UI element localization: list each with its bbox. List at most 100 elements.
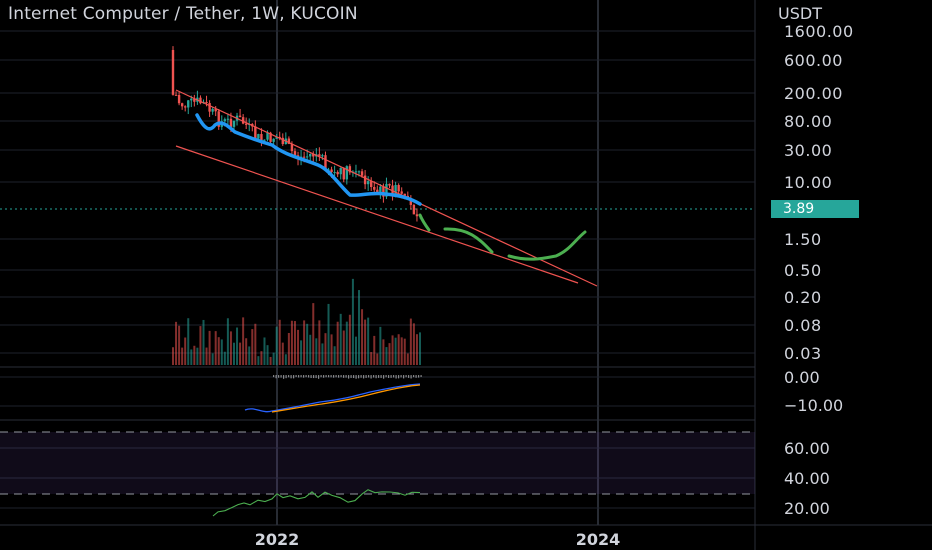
volume-bar bbox=[345, 321, 348, 365]
time-axis[interactable]: 2022 2024 bbox=[255, 530, 621, 549]
volume-bar bbox=[364, 319, 367, 365]
macd-histogram-bar bbox=[313, 375, 315, 379]
macd-tick-1: −10.00 bbox=[784, 396, 843, 415]
macd-histogram-bar bbox=[383, 375, 385, 379]
price-axis-unit: USDT bbox=[778, 4, 822, 23]
chart-title: Internet Computer / Tether, 1W, KUCOIN bbox=[8, 4, 358, 24]
volume-bar bbox=[358, 290, 361, 365]
volume-bar bbox=[278, 319, 281, 365]
macd-histogram-bar bbox=[330, 375, 332, 378]
macd-histogram-bar bbox=[398, 375, 400, 379]
volume-bar bbox=[351, 278, 354, 365]
candle-body bbox=[229, 118, 233, 127]
volume-bar bbox=[309, 334, 312, 365]
macd-histogram-bar bbox=[378, 375, 380, 378]
candle-body bbox=[244, 123, 248, 125]
macd-histogram-bar bbox=[408, 375, 410, 378]
volume-bar bbox=[333, 346, 336, 365]
candle-body bbox=[263, 139, 266, 141]
volume-bar bbox=[385, 347, 388, 365]
volume-bar bbox=[394, 337, 397, 365]
volume-bars bbox=[172, 278, 421, 365]
price-tick-4: 30.00 bbox=[784, 141, 832, 160]
candle-body bbox=[360, 171, 364, 176]
volume-bar bbox=[318, 320, 321, 365]
volume-bar bbox=[187, 318, 190, 365]
volume-bar bbox=[239, 342, 242, 365]
macd-histogram-bar bbox=[325, 375, 327, 378]
volume-bar bbox=[196, 347, 199, 365]
candle-body bbox=[336, 172, 339, 175]
candle-body bbox=[345, 166, 349, 180]
volume-bar bbox=[400, 337, 403, 365]
candle-body bbox=[412, 204, 416, 215]
macd-histogram-bar bbox=[335, 375, 337, 378]
volume-bar bbox=[175, 321, 178, 365]
macd-histogram-bar bbox=[315, 375, 317, 379]
macd-histogram-bar bbox=[308, 375, 310, 378]
candle-body bbox=[217, 111, 220, 127]
volume-bar bbox=[287, 332, 290, 365]
candle-body bbox=[342, 167, 345, 180]
rsi-tick-2: 20.00 bbox=[784, 499, 830, 518]
macd-histogram-bar bbox=[320, 375, 322, 378]
candle-body bbox=[223, 119, 227, 122]
macd-histogram-bar bbox=[275, 375, 277, 379]
candle-body bbox=[281, 137, 284, 145]
price-tick-10: 0.03 bbox=[784, 344, 822, 363]
macd-histogram-bar bbox=[318, 375, 320, 379]
volume-bar bbox=[245, 338, 248, 365]
volume-bar bbox=[275, 326, 278, 365]
macd-histogram-bar bbox=[323, 375, 325, 378]
volume-bar bbox=[254, 323, 257, 365]
price-tick-3: 80.00 bbox=[784, 112, 832, 131]
volume-bar bbox=[260, 351, 263, 365]
volume-bar bbox=[370, 352, 373, 365]
macd-histogram-bar bbox=[413, 375, 415, 378]
candle-body bbox=[187, 100, 190, 108]
rsi-line bbox=[212, 489, 421, 517]
candle-body bbox=[190, 98, 193, 101]
macd-histogram-bar bbox=[343, 375, 345, 378]
macd-histogram-bar bbox=[365, 375, 367, 378]
macd-histogram-bar bbox=[310, 375, 312, 378]
volume-bar bbox=[379, 326, 382, 365]
volume-bar bbox=[184, 337, 187, 365]
macd-signal-line bbox=[271, 384, 421, 413]
volume-bar bbox=[342, 330, 345, 365]
candle-body bbox=[385, 183, 388, 197]
macd-histogram-bar bbox=[380, 375, 382, 378]
candle-body bbox=[305, 156, 309, 158]
candle-body bbox=[290, 143, 294, 152]
macd-histogram-bar bbox=[403, 375, 405, 379]
candle-body bbox=[254, 126, 257, 139]
volume-bar bbox=[208, 330, 211, 365]
volume-bar bbox=[214, 331, 217, 365]
macd-histogram-bar bbox=[338, 375, 340, 378]
macd-histogram-bar bbox=[373, 375, 375, 378]
candle-body bbox=[199, 97, 202, 104]
candle-body bbox=[415, 214, 419, 217]
candle-body bbox=[260, 134, 263, 141]
volume-bar bbox=[339, 313, 342, 365]
price-tick-6: 1.50 bbox=[784, 230, 822, 249]
candle-body bbox=[275, 136, 278, 139]
volume-bar bbox=[263, 337, 266, 365]
macd-histogram-bar bbox=[393, 375, 395, 378]
candle-body bbox=[376, 189, 379, 193]
volume-bar bbox=[382, 339, 385, 365]
macd-histogram-bar bbox=[348, 375, 350, 379]
volume-bar bbox=[327, 303, 330, 365]
candle-body bbox=[205, 101, 208, 104]
volume-bar bbox=[178, 325, 181, 365]
lower-trendline bbox=[175, 145, 579, 284]
price-tick-9: 0.08 bbox=[784, 316, 822, 335]
macd-histogram-bar bbox=[385, 375, 387, 378]
candle-body bbox=[354, 171, 358, 173]
candle-body bbox=[324, 155, 327, 170]
volume-bar bbox=[223, 351, 226, 365]
macd-histogram-bar bbox=[290, 375, 292, 379]
price-tick-1: 600.00 bbox=[784, 51, 843, 70]
